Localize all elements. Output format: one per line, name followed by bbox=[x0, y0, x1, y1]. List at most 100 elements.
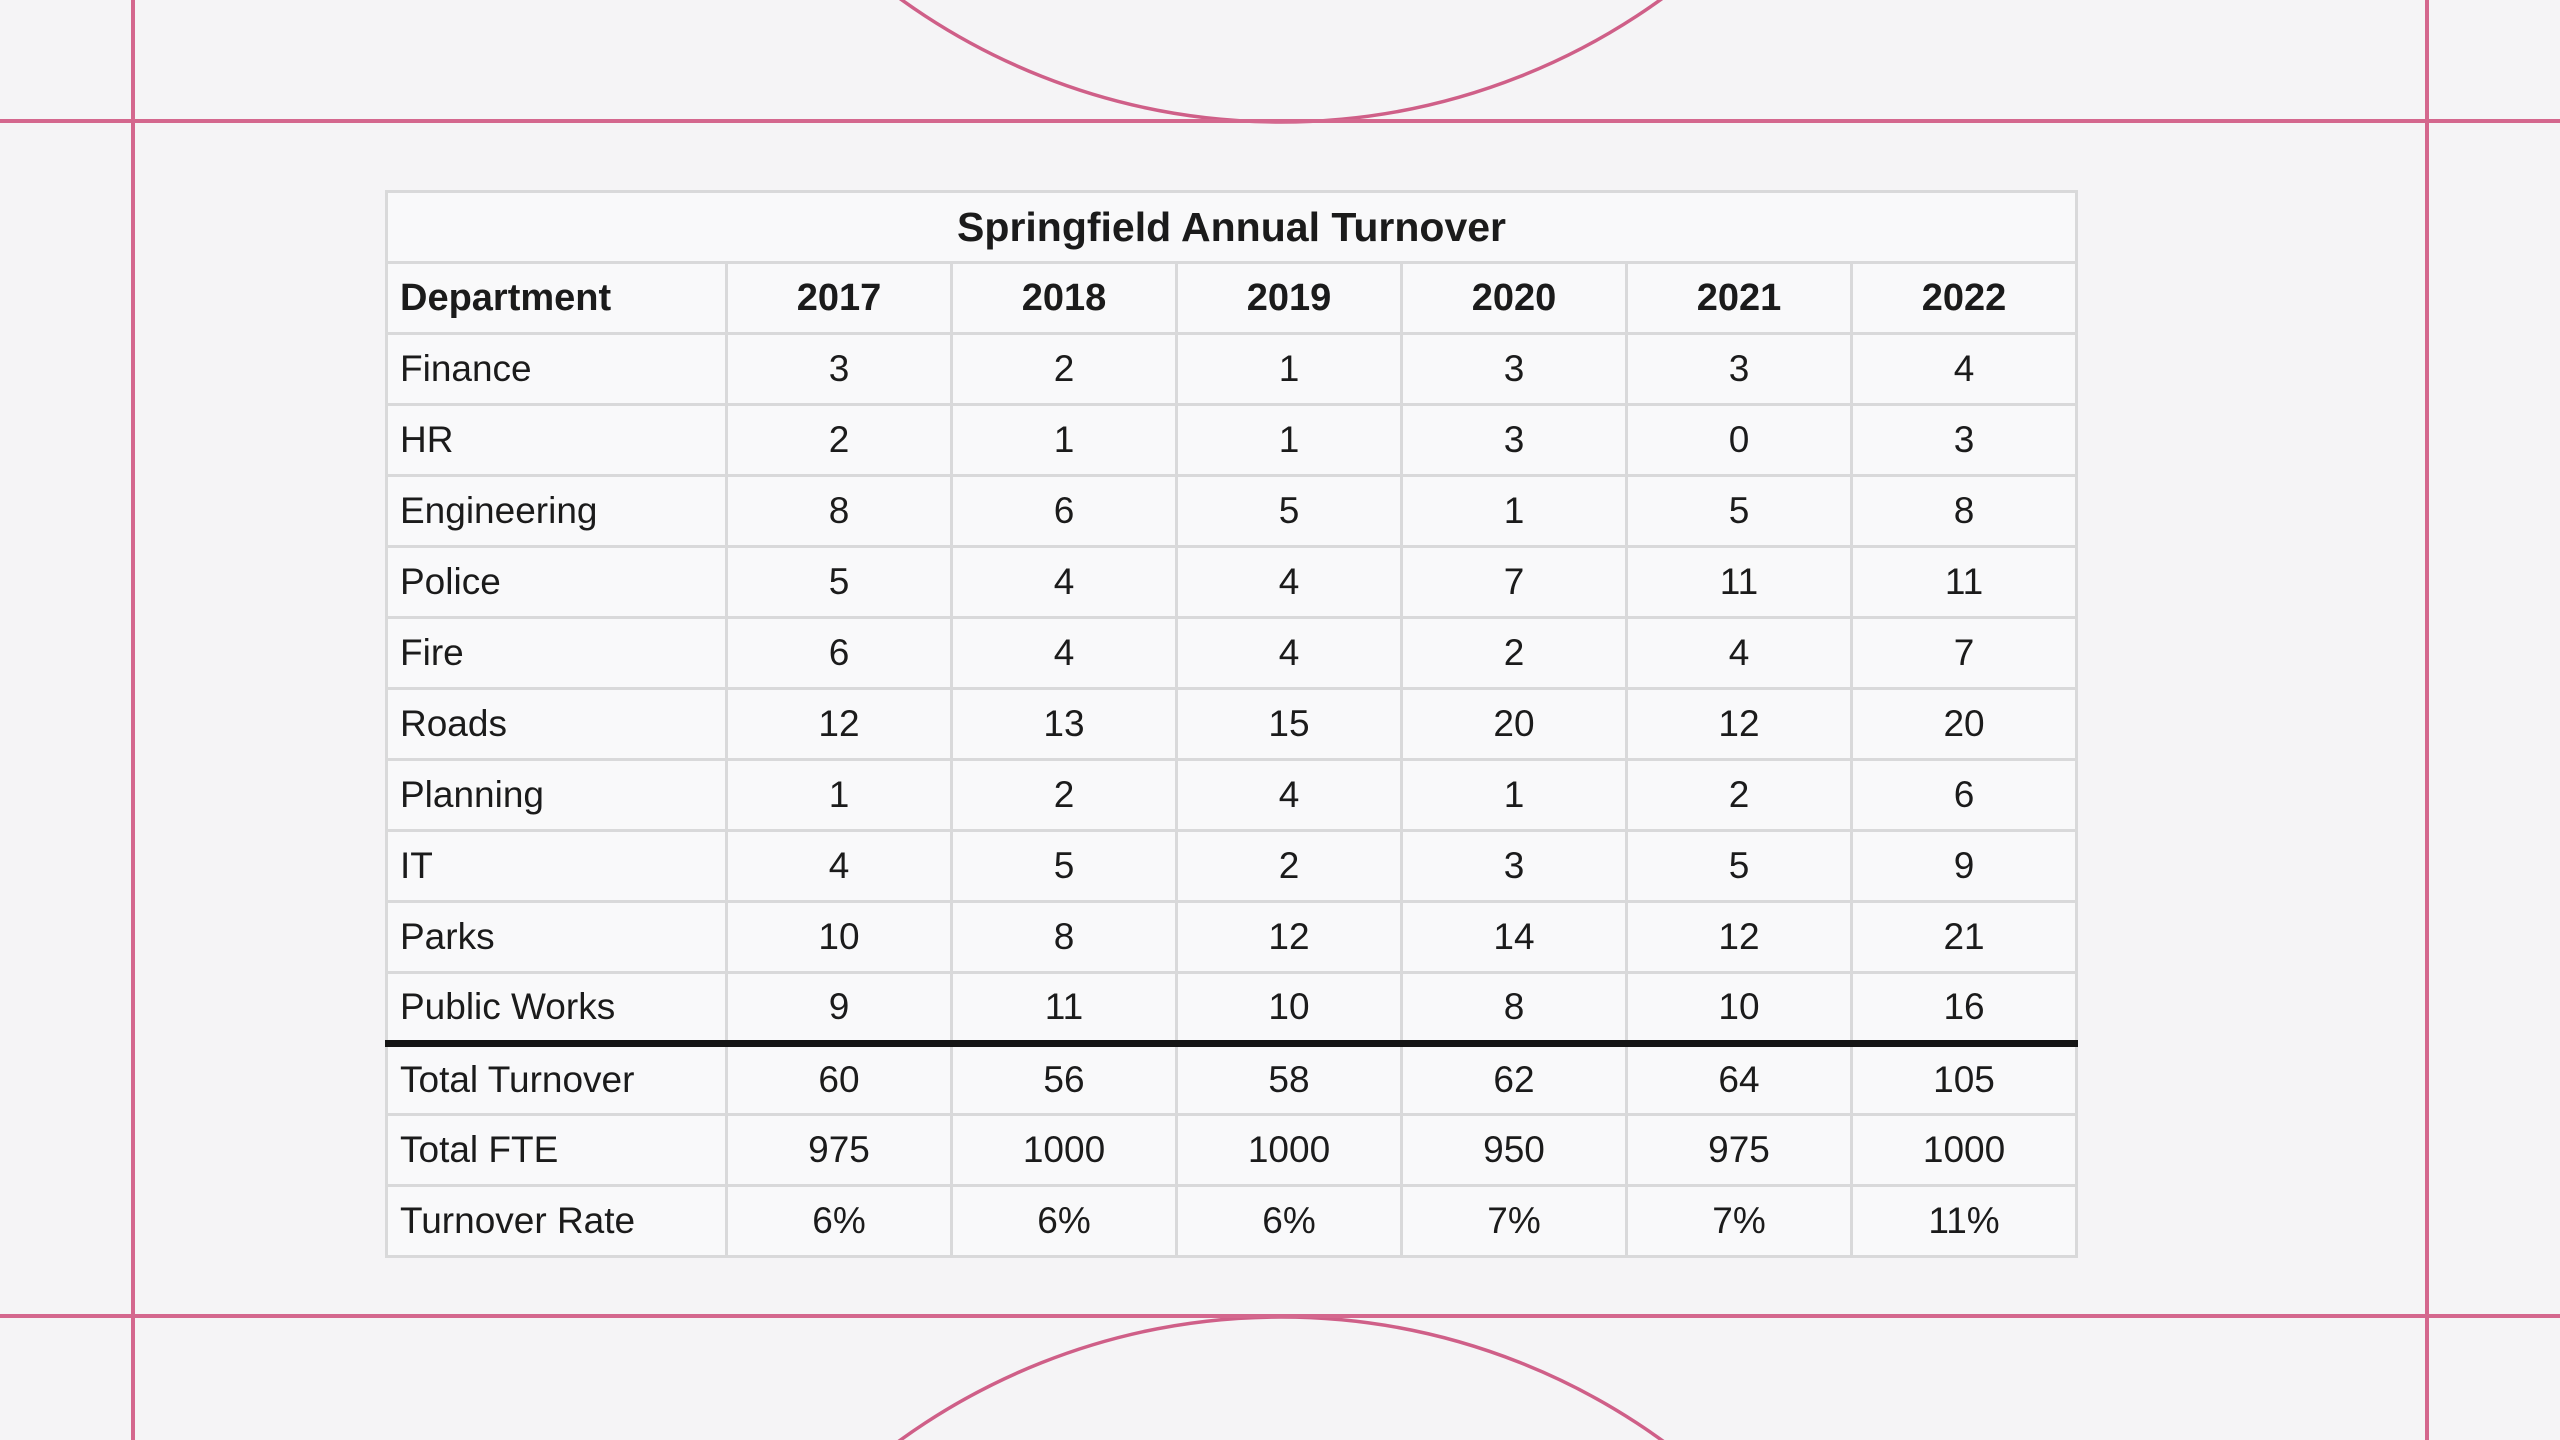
value-cell[interactable]: 58 bbox=[1175, 1040, 1403, 1116]
turnover-table[interactable]: Springfield Annual Turnover Department 2… bbox=[384, 190, 2079, 1258]
value-cell[interactable]: 7 bbox=[1400, 545, 1628, 619]
value-cell[interactable]: 6 bbox=[1849, 758, 2079, 832]
value-cell[interactable]: 1 bbox=[1400, 474, 1628, 548]
value-cell[interactable]: 7 bbox=[1849, 616, 2079, 690]
value-cell[interactable]: 12 bbox=[725, 687, 953, 761]
value-cell[interactable]: 13 bbox=[950, 687, 1178, 761]
value-cell[interactable]: 3 bbox=[1625, 332, 1853, 406]
value-cell[interactable]: 4 bbox=[1849, 332, 2079, 406]
value-cell[interactable]: 11 bbox=[1625, 545, 1853, 619]
value-cell[interactable]: 6 bbox=[950, 474, 1178, 548]
value-cell[interactable]: 975 bbox=[725, 1113, 953, 1187]
value-cell[interactable]: 1 bbox=[950, 403, 1178, 477]
value-cell[interactable]: 8 bbox=[1400, 971, 1628, 1045]
value-cell[interactable]: 5 bbox=[950, 829, 1178, 903]
value-cell[interactable]: 4 bbox=[950, 545, 1178, 619]
value-cell[interactable]: 10 bbox=[1625, 971, 1853, 1045]
value-cell[interactable]: 15 bbox=[1175, 687, 1403, 761]
row-label-cell[interactable]: Fire bbox=[385, 616, 728, 690]
value-cell[interactable]: 6% bbox=[1175, 1184, 1403, 1258]
value-cell[interactable]: 3 bbox=[1849, 403, 2079, 477]
value-cell[interactable]: 4 bbox=[1625, 616, 1853, 690]
row-label-cell[interactable]: HR bbox=[385, 403, 728, 477]
value-cell[interactable]: 5 bbox=[1625, 474, 1853, 548]
column-header-2018[interactable]: 2018 bbox=[950, 261, 1178, 335]
value-cell[interactable]: 2 bbox=[1400, 616, 1628, 690]
column-header-2017[interactable]: 2017 bbox=[725, 261, 953, 335]
value-cell[interactable]: 2 bbox=[1625, 758, 1853, 832]
value-cell[interactable]: 3 bbox=[725, 332, 953, 406]
value-cell[interactable]: 5 bbox=[1175, 474, 1403, 548]
value-cell[interactable]: 975 bbox=[1625, 1113, 1853, 1187]
value-cell[interactable]: 16 bbox=[1849, 971, 2079, 1045]
value-cell[interactable]: 105 bbox=[1849, 1040, 2079, 1116]
value-cell[interactable]: 20 bbox=[1400, 687, 1628, 761]
row-label-cell[interactable]: Public Works bbox=[385, 971, 728, 1045]
row-label-cell[interactable]: IT bbox=[385, 829, 728, 903]
row-label-cell[interactable]: Finance bbox=[385, 332, 728, 406]
value-cell[interactable]: 11 bbox=[950, 971, 1178, 1045]
value-cell[interactable]: 8 bbox=[950, 900, 1178, 974]
value-cell[interactable]: 6 bbox=[725, 616, 953, 690]
value-cell[interactable]: 6% bbox=[725, 1184, 953, 1258]
value-cell[interactable]: 1 bbox=[1175, 332, 1403, 406]
value-cell[interactable]: 62 bbox=[1400, 1040, 1628, 1116]
value-cell[interactable]: 4 bbox=[950, 616, 1178, 690]
value-cell[interactable]: 2 bbox=[725, 403, 953, 477]
value-cell[interactable]: 4 bbox=[1175, 616, 1403, 690]
value-cell[interactable]: 7% bbox=[1400, 1184, 1628, 1258]
row-label-cell[interactable]: Police bbox=[385, 545, 728, 619]
value-cell[interactable]: 20 bbox=[1849, 687, 2079, 761]
value-cell[interactable]: 60 bbox=[725, 1040, 953, 1116]
row-label-cell[interactable]: Total Turnover bbox=[385, 1040, 728, 1116]
row-label-cell[interactable]: Planning bbox=[385, 758, 728, 832]
value-cell[interactable]: 1000 bbox=[950, 1113, 1178, 1187]
value-cell[interactable]: 3 bbox=[1400, 829, 1628, 903]
value-cell[interactable]: 2 bbox=[950, 758, 1178, 832]
value-cell[interactable]: 9 bbox=[1849, 829, 2079, 903]
column-header-2020[interactable]: 2020 bbox=[1400, 261, 1628, 335]
value-cell[interactable]: 8 bbox=[725, 474, 953, 548]
value-cell[interactable]: 10 bbox=[725, 900, 953, 974]
value-cell[interactable]: 1000 bbox=[1175, 1113, 1403, 1187]
value-cell[interactable]: 1 bbox=[1175, 403, 1403, 477]
value-cell[interactable]: 14 bbox=[1400, 900, 1628, 974]
value-cell[interactable]: 950 bbox=[1400, 1113, 1628, 1187]
value-cell[interactable]: 5 bbox=[1625, 829, 1853, 903]
value-cell[interactable]: 6% bbox=[950, 1184, 1178, 1258]
value-cell[interactable]: 10 bbox=[1175, 971, 1403, 1045]
value-cell[interactable]: 11 bbox=[1849, 545, 2079, 619]
row-label-cell[interactable]: Parks bbox=[385, 900, 728, 974]
column-header-2019[interactable]: 2019 bbox=[1175, 261, 1403, 335]
value-cell[interactable]: 5 bbox=[725, 545, 953, 619]
value-cell[interactable]: 12 bbox=[1175, 900, 1403, 974]
row-label-cell[interactable]: Engineering bbox=[385, 474, 728, 548]
column-header-department[interactable]: Department bbox=[385, 261, 728, 335]
value-cell[interactable]: 1 bbox=[1400, 758, 1628, 832]
value-cell[interactable]: 3 bbox=[1400, 332, 1628, 406]
value-cell[interactable]: 21 bbox=[1849, 900, 2079, 974]
value-cell[interactable]: 2 bbox=[1175, 829, 1403, 903]
value-cell[interactable]: 56 bbox=[950, 1040, 1178, 1116]
row-label-cell[interactable]: Turnover Rate bbox=[385, 1184, 728, 1258]
turnover-table-container[interactable]: Springfield Annual Turnover Department 2… bbox=[384, 190, 2079, 1258]
value-cell[interactable]: 4 bbox=[725, 829, 953, 903]
value-cell[interactable]: 64 bbox=[1625, 1040, 1853, 1116]
value-cell[interactable]: 1 bbox=[725, 758, 953, 832]
value-cell[interactable]: 2 bbox=[950, 332, 1178, 406]
value-cell[interactable]: 4 bbox=[1175, 758, 1403, 832]
value-cell[interactable]: 8 bbox=[1849, 474, 2079, 548]
column-header-2022[interactable]: 2022 bbox=[1849, 261, 2079, 335]
value-cell[interactable]: 12 bbox=[1625, 900, 1853, 974]
value-cell[interactable]: 7% bbox=[1625, 1184, 1853, 1258]
row-label-cell[interactable]: Roads bbox=[385, 687, 728, 761]
value-cell[interactable]: 0 bbox=[1625, 403, 1853, 477]
value-cell[interactable]: 9 bbox=[725, 971, 953, 1045]
column-header-2021[interactable]: 2021 bbox=[1625, 261, 1853, 335]
value-cell[interactable]: 3 bbox=[1400, 403, 1628, 477]
value-cell[interactable]: 11% bbox=[1849, 1184, 2079, 1258]
row-label-cell[interactable]: Total FTE bbox=[385, 1113, 728, 1187]
value-cell[interactable]: 12 bbox=[1625, 687, 1853, 761]
value-cell[interactable]: 1000 bbox=[1849, 1113, 2079, 1187]
value-cell[interactable]: 4 bbox=[1175, 545, 1403, 619]
